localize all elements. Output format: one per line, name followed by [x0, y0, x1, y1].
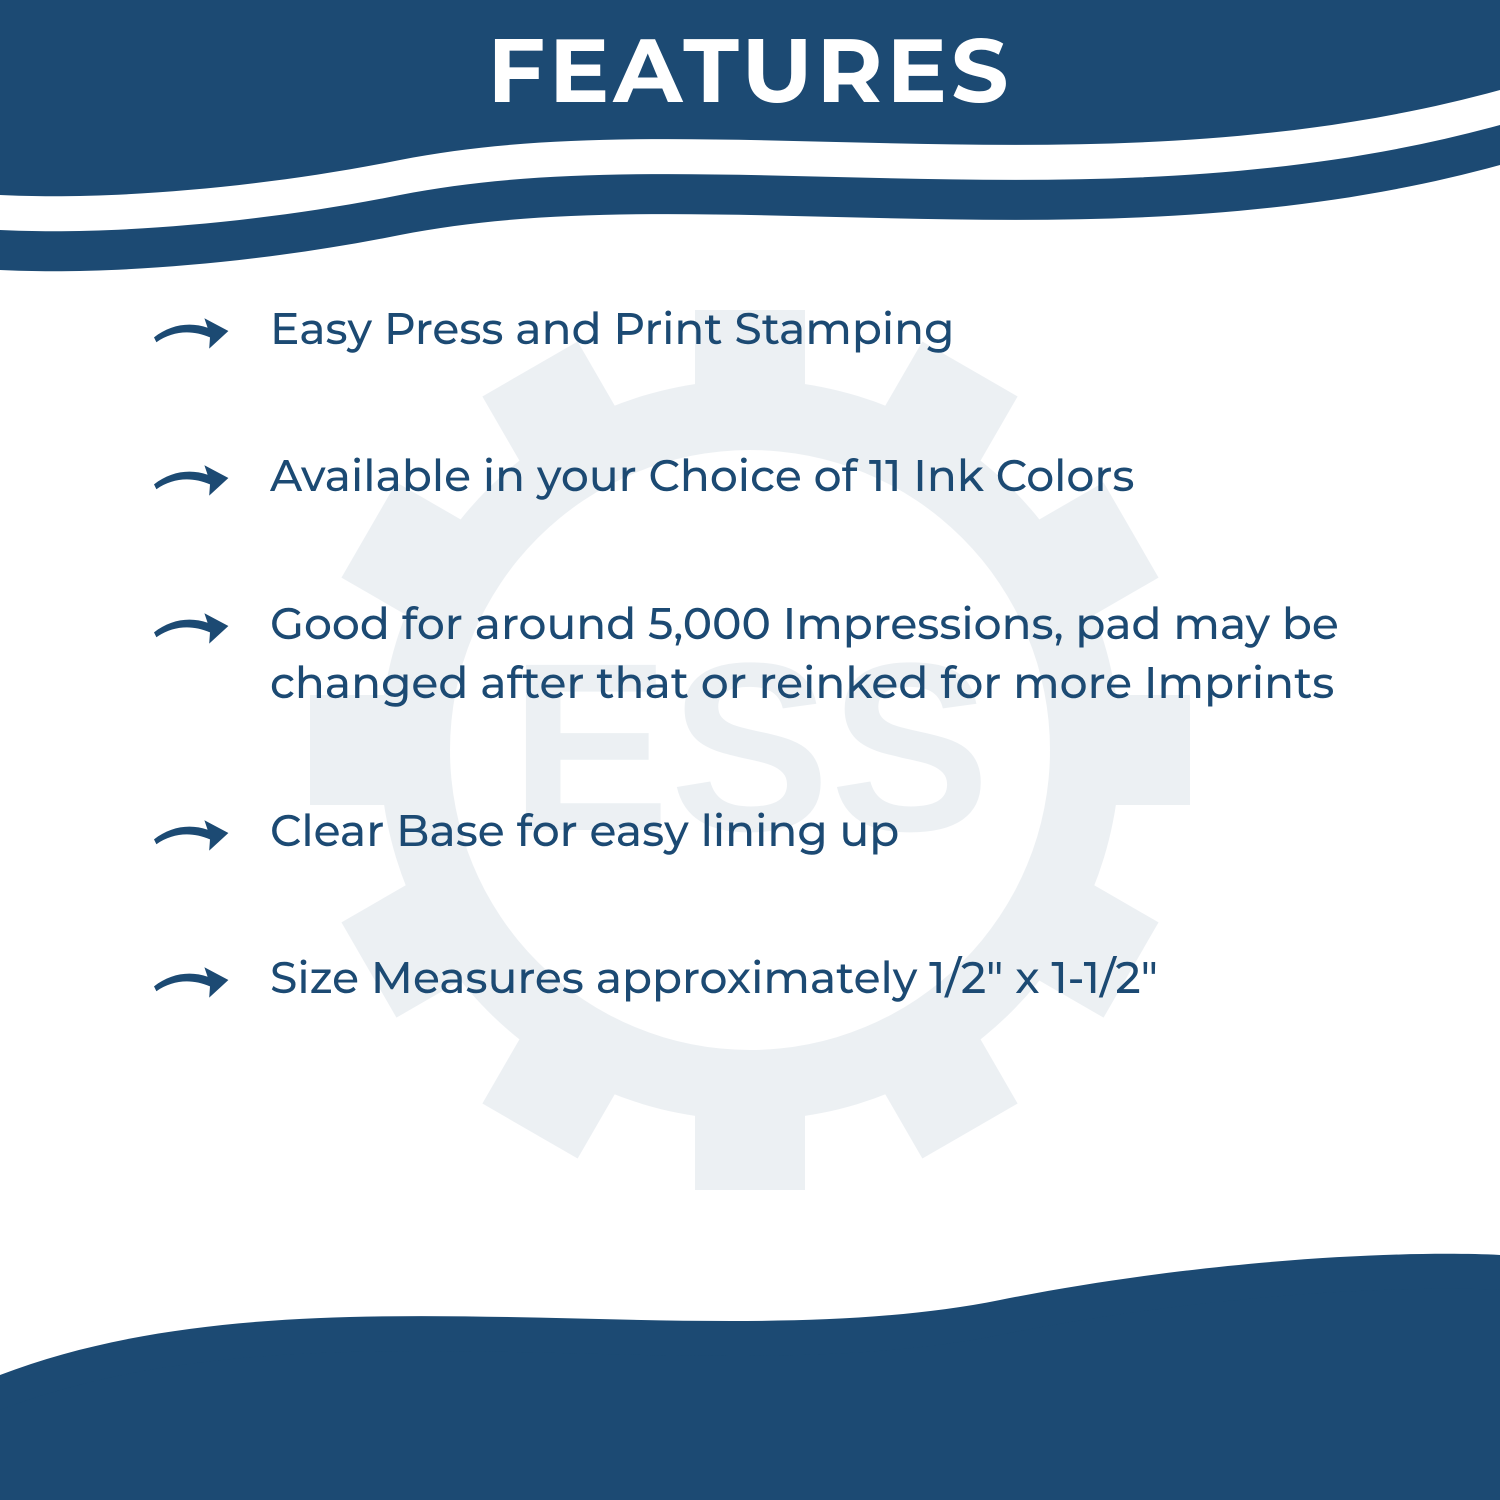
footer-wave-navy: [0, 1280, 1500, 1500]
arrow-icon: [150, 955, 230, 1005]
feature-text: Clear Base for easy lining up: [270, 802, 899, 861]
list-item: Clear Base for easy lining up: [150, 802, 1420, 861]
feature-text: Good for around 5,000 Impressions, pad m…: [270, 595, 1420, 714]
list-item: Size Measures approximately 1/2" x 1-1/2…: [150, 949, 1420, 1008]
arrow-icon: [150, 601, 230, 651]
list-item: Available in your Choice of 11 Ink Color…: [150, 447, 1420, 506]
list-item: Easy Press and Print Stamping: [150, 300, 1420, 359]
feature-text: Available in your Choice of 11 Ink Color…: [270, 447, 1134, 506]
arrow-icon: [150, 453, 230, 503]
list-item: Good for around 5,000 Impressions, pad m…: [150, 595, 1420, 714]
feature-text: Easy Press and Print Stamping: [270, 300, 954, 359]
page-title: FEATURES: [0, 15, 1500, 125]
arrow-icon: [150, 306, 230, 356]
feature-text: Size Measures approximately 1/2" x 1-1/2…: [270, 949, 1158, 1008]
feature-list: Easy Press and Print Stamping Available …: [150, 300, 1420, 1096]
arrow-icon: [150, 808, 230, 858]
